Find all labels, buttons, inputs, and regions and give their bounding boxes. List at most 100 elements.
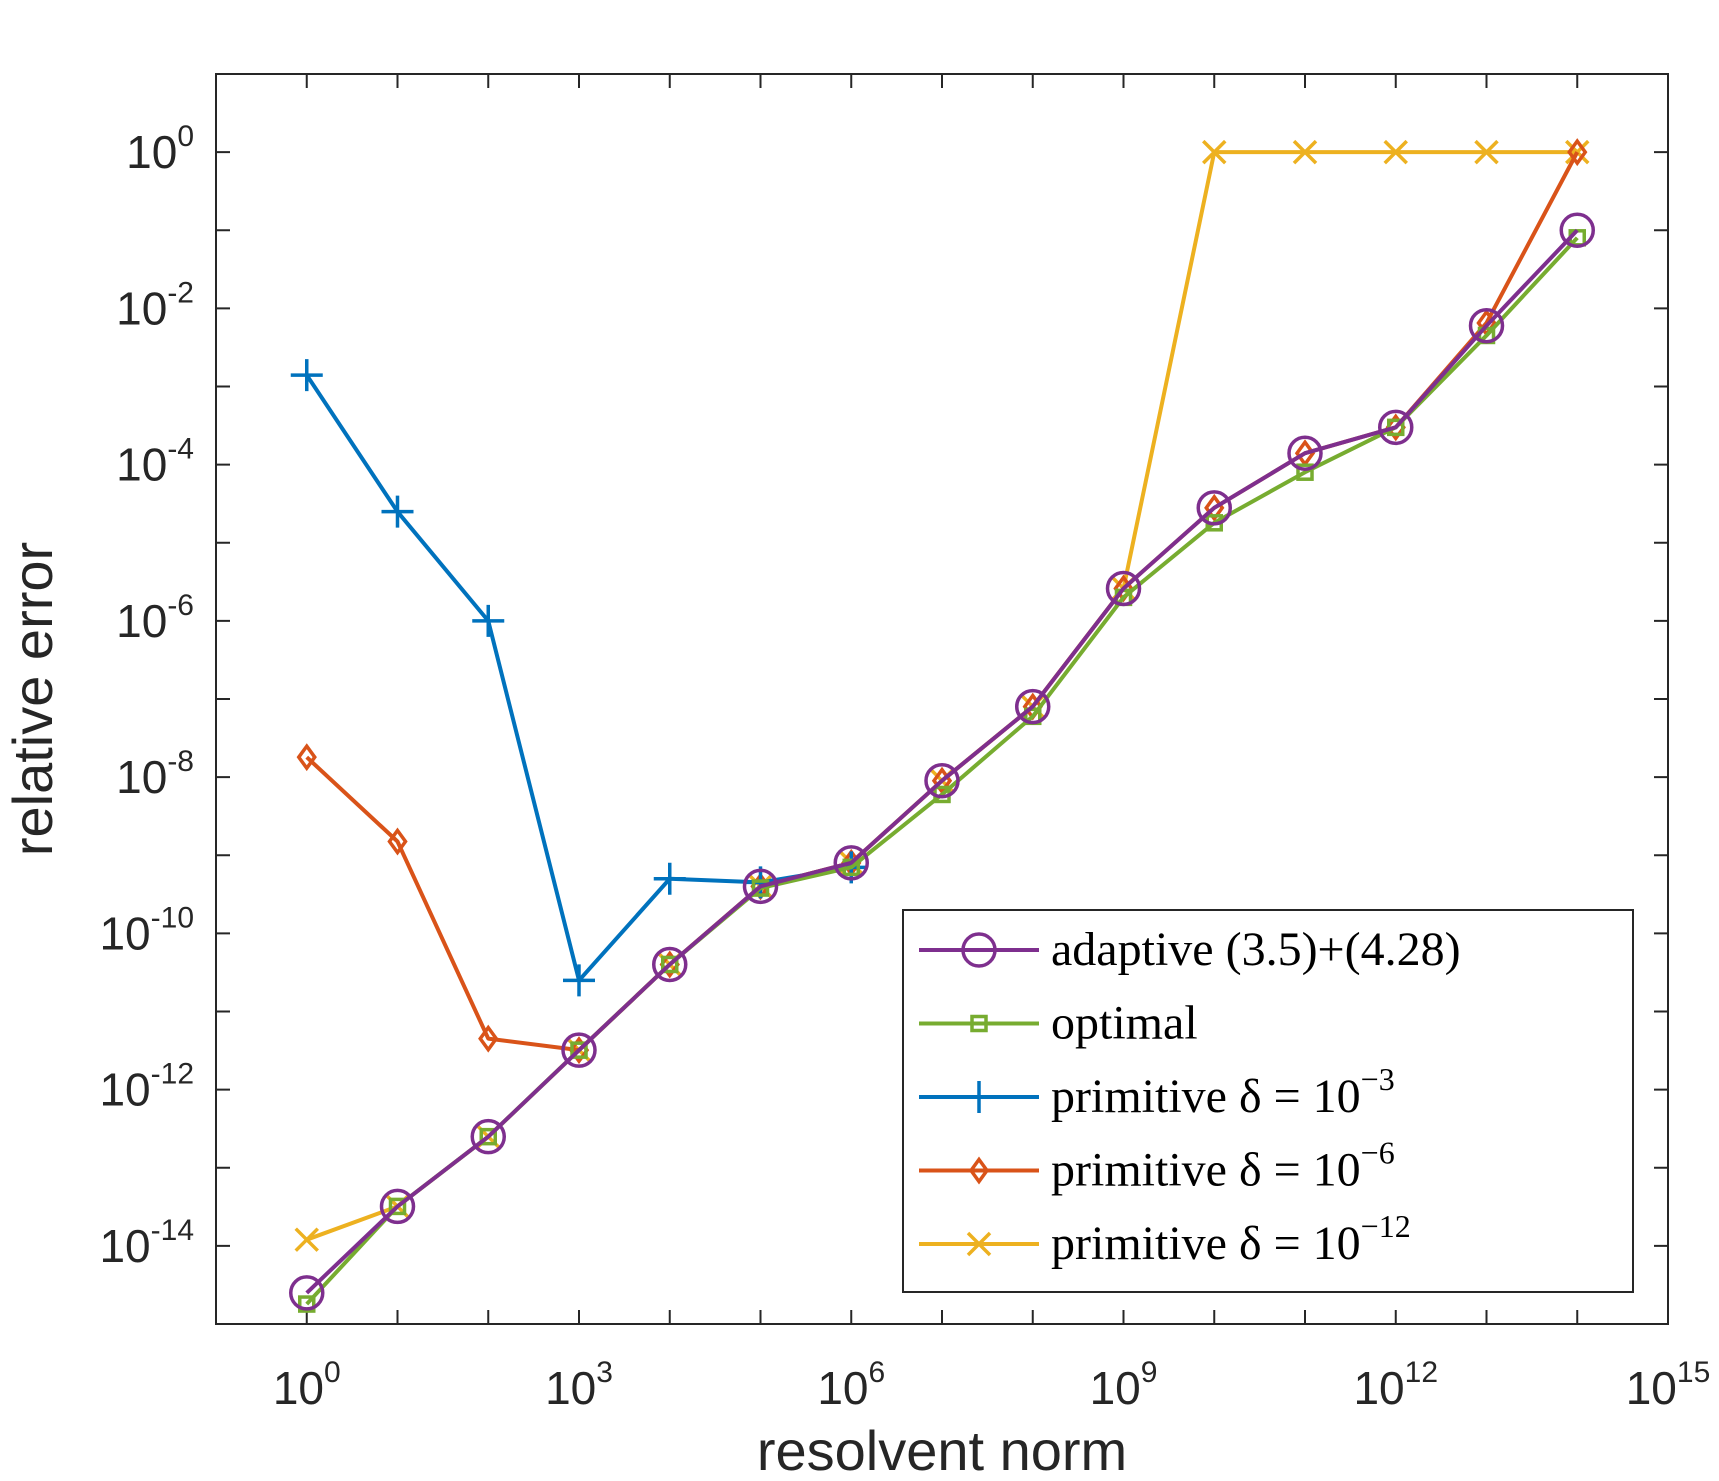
legend-label-exponent: −6 xyxy=(1361,1135,1395,1171)
data-point xyxy=(294,1227,319,1252)
legend-label: adaptive (3.5)+(4.28) xyxy=(1051,923,1461,976)
x-tick-exponent: 9 xyxy=(1141,1356,1158,1389)
legend-marker xyxy=(961,932,997,968)
x-tick-base: 10 xyxy=(273,1362,324,1414)
data-point xyxy=(298,1295,316,1313)
x-tick-label: 1015 xyxy=(1626,1356,1711,1414)
data-point xyxy=(379,1188,416,1225)
x-tick-label: 1012 xyxy=(1353,1356,1438,1414)
y-tick-base: 10 xyxy=(116,282,167,334)
data-point xyxy=(561,1032,597,1068)
y-tick-exponent: -10 xyxy=(151,901,194,934)
y-tick-base: 10 xyxy=(116,439,167,491)
series-layer xyxy=(289,138,1595,1313)
data-point xyxy=(1296,463,1314,481)
data-point xyxy=(1287,435,1323,471)
x-tick-exponent: 12 xyxy=(1405,1356,1438,1389)
data-point xyxy=(1378,409,1414,446)
y-tick-label: 100 xyxy=(126,120,194,178)
x-tick-exponent: 0 xyxy=(324,1356,341,1389)
data-point xyxy=(570,1041,588,1059)
data-point xyxy=(290,359,323,392)
legend-label-text: adaptive (3.5)+(4.28) xyxy=(1051,923,1461,976)
legend-label-text: primitive δ = 10 xyxy=(1051,1144,1361,1197)
data-point xyxy=(1105,570,1142,607)
legend-marker xyxy=(970,1014,988,1033)
y-tick-label: 10-4 xyxy=(116,433,194,491)
x-tick-exponent: 15 xyxy=(1677,1356,1710,1389)
data-point xyxy=(652,946,688,983)
series-line xyxy=(305,228,1579,1295)
data-point xyxy=(1567,138,1588,167)
y-tick-label: 10-12 xyxy=(99,1058,194,1116)
data-point xyxy=(289,1275,325,1311)
y-tick-exponent: -2 xyxy=(167,276,194,309)
legend-label-text: optimal xyxy=(1051,997,1198,1050)
data-point xyxy=(563,964,595,997)
y-tick-exponent: 0 xyxy=(177,120,194,153)
data-point xyxy=(1468,307,1505,344)
data-point xyxy=(1292,139,1318,165)
y-tick-base: 10 xyxy=(99,1220,150,1272)
legend-label-exponent: −12 xyxy=(1361,1208,1411,1244)
data-point xyxy=(387,827,408,856)
data-point xyxy=(1559,212,1595,248)
data-point xyxy=(1015,688,1051,725)
y-tick-exponent: -4 xyxy=(167,433,194,466)
data-point xyxy=(653,862,686,895)
y-tick-base: 10 xyxy=(116,595,167,647)
y-tick-label: 10-10 xyxy=(99,901,194,959)
legend-label: primitive δ = 10−6 xyxy=(1051,1135,1395,1197)
data-point xyxy=(472,604,505,637)
data-point xyxy=(1202,139,1227,165)
data-point xyxy=(661,955,679,974)
data-point xyxy=(751,879,770,897)
x-tick-base: 10 xyxy=(1626,1362,1677,1414)
legend-marker xyxy=(966,1231,992,1257)
legend: adaptive (3.5)+(4.28) optimal primitive δ … xyxy=(902,909,1634,1293)
y-tick-label: 10-2 xyxy=(116,276,194,334)
x-tick-label: 109 xyxy=(1090,1356,1158,1414)
y-tick-base: 10 xyxy=(116,751,167,803)
x-tick-base: 10 xyxy=(817,1362,868,1414)
x-tick-label: 100 xyxy=(273,1356,341,1414)
data-point xyxy=(1383,139,1408,165)
legend-box xyxy=(902,909,1634,1293)
y-tick-exponent: -8 xyxy=(167,745,194,778)
x-tick-exponent: 6 xyxy=(868,1356,885,1389)
data-point xyxy=(388,1197,407,1216)
x-tick-base: 10 xyxy=(1353,1362,1404,1414)
data-point xyxy=(833,845,869,881)
data-point xyxy=(742,868,779,905)
legend-label-text: primitive δ = 10 xyxy=(1051,1217,1361,1270)
data-point xyxy=(381,495,414,528)
y-tick-exponent: -14 xyxy=(151,1214,194,1247)
legend-label-text: primitive δ = 10 xyxy=(1051,1070,1361,1123)
data-point xyxy=(470,1118,506,1155)
y-tick-exponent: -6 xyxy=(167,589,194,622)
y-tick-base: 10 xyxy=(99,907,150,959)
x-tick-label: 106 xyxy=(817,1356,885,1414)
y-tick-base: 10 xyxy=(99,1064,150,1116)
x-tick-label: 103 xyxy=(545,1356,613,1414)
x-axis-title: resolvent norm xyxy=(757,1419,1127,1481)
x-tick-base: 10 xyxy=(1090,1362,1141,1414)
series-0 xyxy=(289,212,1595,1311)
y-axis-title: relative error xyxy=(1,542,64,856)
data-point xyxy=(478,1024,499,1053)
x-tick-base: 10 xyxy=(545,1362,596,1414)
x-tick-exponent: 3 xyxy=(596,1356,613,1389)
legend-label: primitive δ = 10−12 xyxy=(1051,1208,1411,1270)
y-tick-label: 10-8 xyxy=(116,745,194,803)
y-tick-base: 10 xyxy=(126,126,177,178)
axis-ticks: 100 103 106 109 1012 101510010-210-410-610-81… xyxy=(99,73,1711,1414)
legend-label: primitive δ = 10−3 xyxy=(1051,1061,1395,1123)
y-tick-label: 10-14 xyxy=(99,1214,194,1272)
legend-label-exponent: −3 xyxy=(1361,1061,1395,1097)
data-point xyxy=(924,762,960,799)
legend-marker xyxy=(968,1156,990,1185)
data-point xyxy=(479,1127,497,1146)
y-tick-label: 10-6 xyxy=(116,589,194,647)
data-point xyxy=(1474,139,1499,165)
